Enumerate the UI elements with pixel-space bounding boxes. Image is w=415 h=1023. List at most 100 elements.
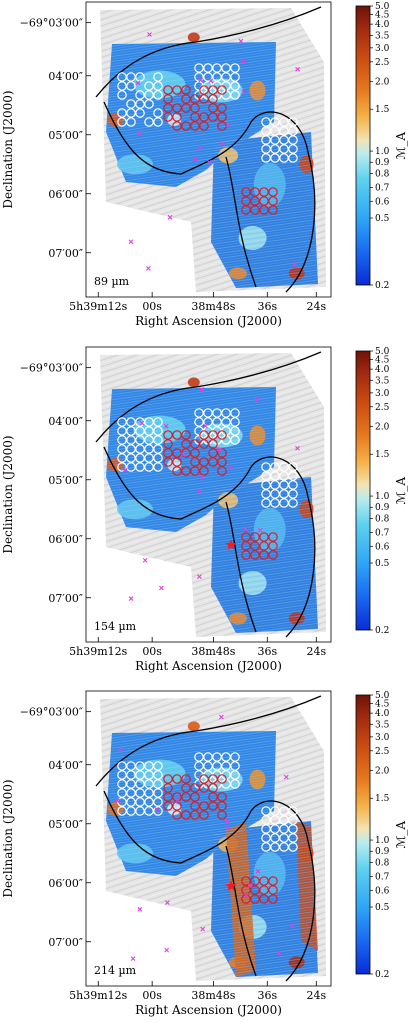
white-circle: [194, 408, 204, 418]
white-circle: [279, 144, 289, 154]
xtick-label: 36s: [257, 645, 277, 658]
magenta-cross: [163, 423, 169, 429]
magenta-cross: [128, 596, 134, 601]
white-circle: [135, 108, 145, 118]
red-circle: [181, 121, 191, 131]
colorbar-tick-label: 4.0: [375, 20, 390, 30]
white-circle: [126, 462, 136, 472]
colorbar-tick-label: 5.0: [375, 691, 390, 701]
colorbar-tick-label: 3.5: [375, 720, 390, 730]
map-patch: [187, 377, 200, 388]
colorbar-tick-label: 2.0: [375, 422, 390, 432]
colorbar-tick-label: 4.5: [375, 699, 390, 709]
red-circle: [199, 783, 209, 793]
white-circle: [261, 126, 271, 136]
red-circle: [268, 894, 278, 904]
magenta-cross: [164, 947, 170, 953]
magenta-cross: [218, 714, 224, 720]
white-circle: [153, 435, 163, 445]
white-circle: [144, 453, 154, 463]
magenta-cross: [136, 130, 142, 136]
x-axis-label: Right Ascension (J2000): [135, 659, 282, 673]
colorbar-tick-label: 0.7: [375, 183, 390, 193]
red-circle: [259, 187, 269, 197]
magenta-cross: [224, 818, 230, 824]
magenta-cross: [196, 574, 202, 579]
wavelength-label: 214 µm: [94, 964, 137, 977]
column-density-contour: [95, 351, 322, 638]
colorbar-tick-label: 0.2: [375, 970, 389, 980]
colorbar-tick-label: 0.8: [375, 858, 390, 868]
white-circle: [230, 417, 240, 427]
field-lines: [211, 821, 318, 977]
white-circle: [135, 806, 145, 816]
red-circle-markers: [163, 430, 278, 560]
magenta-cross: [203, 423, 208, 429]
white-circle: [221, 63, 231, 73]
white-circle: [270, 126, 280, 136]
star-marker: [225, 539, 237, 550]
red-circle: [208, 801, 218, 811]
magenta-cross: [247, 883, 253, 888]
ytick-label: 07′00″: [48, 936, 83, 949]
white-circle: [279, 498, 289, 508]
red-circle: [241, 205, 251, 215]
white-circle: [270, 153, 280, 163]
magenta-cross: [243, 892, 249, 898]
red-circle: [190, 466, 200, 476]
colorbar-tick-label: 2.0: [375, 766, 390, 776]
ytick-label: 04′00″: [48, 70, 83, 83]
white-circle: [279, 489, 289, 499]
magenta-cross: [158, 585, 164, 591]
colorbar-tick-label: 4.5: [375, 355, 390, 365]
colorbar-tick-label: 2.5: [375, 747, 390, 757]
ytick-label: 05′00″: [48, 818, 83, 831]
red-circle: [217, 430, 227, 440]
ytick-label: 06′00″: [48, 188, 83, 201]
magenta-cross: [295, 445, 300, 451]
white-circle: [270, 498, 280, 508]
magenta-cross: [220, 141, 225, 147]
colorbar-tick-label: 1.0: [375, 492, 390, 502]
white-circle: [126, 435, 136, 445]
white-circle: [270, 480, 280, 490]
xtick-label: 36s: [257, 989, 277, 1002]
red-circle: [172, 774, 182, 784]
white-circle: [279, 153, 289, 163]
magenta-cross: [180, 452, 186, 457]
colorbar-tick-label: 4.0: [375, 365, 390, 375]
red-circle: [217, 85, 227, 95]
red-circle: [181, 103, 191, 113]
white-circle: [288, 498, 298, 508]
red-circle: [199, 810, 209, 820]
red-circle: [259, 550, 269, 560]
white-circle: [203, 408, 213, 418]
red-circle: [190, 457, 200, 467]
xtick-label: 00s: [142, 645, 162, 658]
column-density-contour: [95, 695, 322, 982]
colorbar: [355, 350, 371, 631]
colorbar-tick-label: 0.9: [375, 158, 390, 168]
colorbar-label: ℳ_A: [394, 821, 408, 849]
white-circle: [221, 408, 231, 418]
column-density-contour: [95, 6, 322, 293]
red-circle: [259, 205, 269, 215]
colorbar-tick-label: 2.5: [375, 403, 390, 413]
white-circle: [261, 462, 271, 472]
white-circle: [261, 471, 271, 481]
white-circle: [261, 144, 271, 154]
red-circle: [163, 439, 173, 449]
xtick-label: 24s: [306, 645, 326, 658]
colorbar-tick-label: 0.7: [375, 872, 390, 882]
colorbar-tick-label: 3.0: [375, 733, 390, 743]
white-circle: [144, 806, 154, 816]
red-circle: [208, 439, 218, 449]
white-circle: [270, 462, 280, 472]
white-circle: [230, 779, 240, 789]
white-circle: [126, 806, 136, 816]
colorbar-tick-label: 0.6: [375, 886, 390, 896]
magenta-cross: [167, 214, 173, 220]
y-axis-label: Declination (J2000): [1, 779, 15, 897]
white-circle: [270, 144, 280, 154]
